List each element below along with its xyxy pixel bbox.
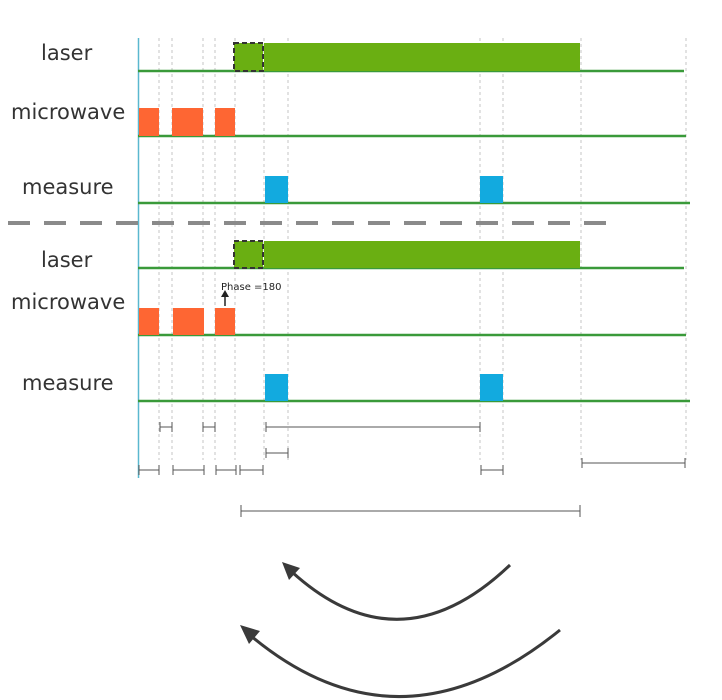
curved-arrow-icon	[282, 562, 512, 621]
bracket	[240, 505, 581, 517]
panel-1: laser microwave measure	[11, 41, 690, 205]
measure-window	[480, 176, 503, 203]
laser-init-pulse	[233, 42, 264, 72]
bracket	[265, 448, 289, 458]
row-label-microwave: microwave	[11, 290, 125, 314]
bracket	[172, 465, 205, 475]
phase-annotation: Phase =180	[221, 282, 282, 293]
bracket	[138, 465, 160, 475]
bracket	[480, 465, 504, 475]
row-label-microwave: microwave	[11, 100, 125, 124]
microwave-pulse	[139, 308, 159, 335]
measure-window	[265, 374, 288, 401]
microwave-pulse	[215, 108, 235, 136]
laser-init-pulse	[233, 240, 264, 269]
bracket	[265, 422, 481, 432]
bracket	[239, 465, 264, 475]
bracket	[581, 458, 686, 468]
row-label-laser: laser	[41, 248, 93, 272]
laser-readout-pulse	[264, 43, 580, 71]
microwave-pulse	[215, 308, 235, 335]
phase-arrow-icon	[221, 290, 229, 306]
timing-brackets	[138, 422, 686, 517]
bracket	[202, 422, 216, 432]
repeat-arrows	[240, 562, 561, 698]
measure-window	[480, 374, 503, 401]
microwave-pulse	[172, 108, 203, 136]
row-label-laser: laser	[41, 41, 93, 65]
measure-window	[265, 176, 288, 203]
panel-2: laser microwave measure Phase =180	[11, 240, 690, 403]
laser-readout-pulse	[264, 241, 580, 268]
microwave-pulse	[139, 108, 159, 136]
curved-arrow-icon	[240, 625, 561, 698]
row-label-measure: measure	[22, 175, 114, 199]
row-label-measure: measure	[22, 371, 114, 395]
bracket	[215, 465, 237, 475]
bracket	[159, 422, 173, 432]
microwave-pulse	[173, 308, 204, 335]
